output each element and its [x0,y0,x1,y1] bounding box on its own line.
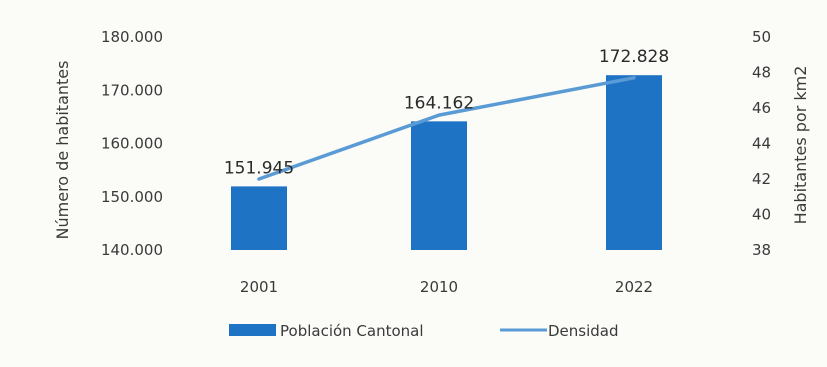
x-axis-tick-label: 2001 [240,278,278,296]
bar [231,186,287,250]
right-axis-tick-label: 48 [752,64,771,82]
legend: Población Cantonal Densidad [229,322,619,340]
left-axis-title: Número de habitantes [53,61,72,240]
x-axis-tick-label: 2022 [615,278,653,296]
legend-swatch-bar [229,324,276,336]
left-axis-ticks: 140.000 150.000 160.000 170.000 180.000 [101,28,163,259]
bar-data-label: 164.162 [404,93,474,113]
left-axis-tick-label: 170.000 [101,81,163,99]
right-axis-tick-label: 50 [752,28,771,46]
bar-series [231,75,662,251]
bar-data-labels: 151.945 164.162 172.828 [224,47,669,178]
right-axis-title: Habitantes por km2 [791,66,810,225]
right-axis-tick-label: 44 [752,135,771,153]
legend-label-bar: Población Cantonal [280,322,424,340]
right-axis-tick-label: 46 [752,99,771,117]
left-axis-tick-label: 160.000 [101,135,163,153]
right-axis-tick-label: 40 [752,206,771,224]
left-axis-tick-label: 150.000 [101,188,163,206]
bar-data-label: 172.828 [599,47,669,67]
bar-data-label: 151.945 [224,158,294,178]
bar [606,75,662,250]
right-axis-ticks: 38 40 42 44 46 48 50 [752,28,771,259]
right-axis-tick-label: 38 [752,241,771,259]
legend-label-line: Densidad [548,322,619,340]
x-axis-ticks: 2001 2010 2022 [240,278,653,296]
left-axis-tick-label: 140.000 [101,241,163,259]
bar [411,121,467,251]
right-axis-tick-label: 42 [752,170,771,188]
line-series [257,76,636,181]
x-axis-tick-label: 2010 [420,278,458,296]
left-axis-tick-label: 180.000 [101,28,163,46]
